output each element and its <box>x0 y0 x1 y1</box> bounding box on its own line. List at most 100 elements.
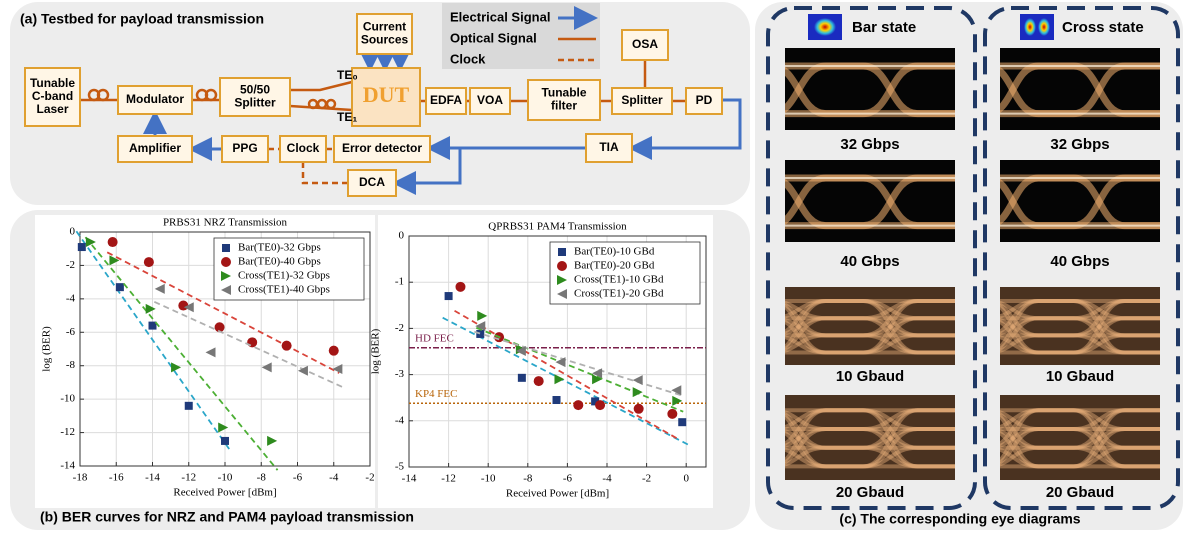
x-axis-label: Received Power [dBm] <box>506 488 609 500</box>
x-tick-label: -8 <box>257 472 267 484</box>
legend-label: Bar(TE0)-40 Gbps <box>238 256 321 268</box>
y-tick-label: -4 <box>66 292 76 304</box>
legend-label: Cross(TE1)-40 Gbps <box>238 284 330 296</box>
data-point <box>108 237 118 247</box>
port-label: TE₀ <box>337 68 358 82</box>
node-label: Clock <box>287 141 320 155</box>
data-point <box>185 402 193 410</box>
x-tick-label: -10 <box>481 473 496 485</box>
column-title: Cross state <box>1062 19 1144 36</box>
reference-label: KP4 FEC <box>415 388 458 400</box>
y-tick-label: -4 <box>395 414 405 426</box>
data-point <box>282 341 292 351</box>
node-label: DCA <box>359 175 385 189</box>
x-tick-label: -2 <box>642 473 651 485</box>
data-point <box>667 409 677 419</box>
node-label: Modulator <box>126 92 184 106</box>
y-tick-label: -12 <box>60 426 75 438</box>
x-tick-label: -2 <box>365 472 374 484</box>
node-label: PD <box>696 93 713 107</box>
data-point <box>247 337 257 347</box>
y-tick-label: -14 <box>60 460 75 472</box>
node-label: Tunable <box>541 86 586 100</box>
y-tick-label: -10 <box>60 393 75 405</box>
eye-diagram <box>714 48 960 130</box>
data-point <box>445 292 453 300</box>
eye-background <box>1000 48 1160 130</box>
legend-label: Bar(TE0)-32 Gbps <box>238 242 321 254</box>
eye-label: 32 Gbps <box>840 136 899 153</box>
data-point <box>78 243 86 251</box>
panel-caption: (b) BER curves for NRZ and PAM4 payload … <box>40 509 414 525</box>
reference-label: HD FEC <box>415 332 454 344</box>
panel-caption: (c) The corresponding eye diagrams <box>839 511 1080 527</box>
data-point <box>553 396 561 404</box>
data-point <box>116 283 124 291</box>
eye-label: 10 Gbaud <box>1046 368 1114 385</box>
chart-title: QPRBS31 PAM4 Transmission <box>488 221 627 233</box>
eye-background <box>785 160 955 242</box>
data-point <box>455 282 465 292</box>
legend-marker <box>221 257 231 267</box>
x-tick-label: -4 <box>602 473 612 485</box>
x-tick-label: 0 <box>683 473 689 485</box>
node-label: PPG <box>232 141 257 155</box>
node-label: Splitter <box>234 96 276 110</box>
legend-label: Electrical Signal <box>450 9 550 24</box>
node-label: Laser <box>36 102 68 116</box>
legend-label: Cross(TE1)-20 GBd <box>574 288 664 300</box>
x-tick-label: -16 <box>109 472 124 484</box>
x-tick-label: -6 <box>293 472 303 484</box>
node-label: EDFA <box>430 93 462 107</box>
eye-diagram <box>714 395 960 480</box>
y-tick-label: -6 <box>66 326 76 338</box>
y-axis-label: log (BER) <box>41 326 53 372</box>
page: (a) Testbed for payload transmission Ele… <box>0 0 1185 533</box>
node-label: C-band <box>32 89 73 103</box>
legend-label: Cross(TE1)-32 Gbps <box>238 270 330 282</box>
eye-label: 20 Gbaud <box>1046 484 1114 501</box>
x-tick-label: -8 <box>523 473 533 485</box>
x-tick-label: -12 <box>181 472 196 484</box>
y-tick-label: 0 <box>399 230 405 242</box>
y-tick-label: -3 <box>395 368 405 380</box>
node-label: Amplifier <box>129 141 181 155</box>
data-point <box>595 400 605 410</box>
eye-label: 40 Gbps <box>1050 253 1109 270</box>
data-point <box>144 257 154 267</box>
y-tick-label: -1 <box>395 276 404 288</box>
chart-title: PRBS31 NRZ Transmission <box>163 217 288 229</box>
eye-label: 20 Gbaud <box>836 484 904 501</box>
x-tick-label: -10 <box>218 472 233 484</box>
node-label: Error detector <box>342 141 422 155</box>
mode-icon <box>1038 18 1050 36</box>
legend-label: Bar(TE0)-20 GBd <box>574 260 655 272</box>
data-point <box>573 400 583 410</box>
data-point <box>476 330 484 338</box>
eye-label: 10 Gbaud <box>836 368 904 385</box>
eye-background <box>785 48 955 130</box>
y-tick-label: -8 <box>66 359 76 371</box>
legend-label: Bar(TE0)-10 GBd <box>574 246 655 258</box>
legend-label: Cross(TE1)-10 GBd <box>574 274 664 286</box>
y-tick-label: -5 <box>395 461 405 473</box>
node-label: Splitter <box>621 93 663 107</box>
data-point <box>221 437 229 445</box>
legend-label: Optical Signal <box>450 30 537 45</box>
node-label: VOA <box>477 93 503 107</box>
port-label: TE₁ <box>337 110 357 124</box>
x-tick-label: -4 <box>329 472 339 484</box>
x-tick-label: -12 <box>441 473 456 485</box>
node-label: 50/50 <box>240 83 270 97</box>
x-tick-label: -14 <box>402 473 417 485</box>
node-label: OSA <box>632 37 658 51</box>
legend-label: Clock <box>450 51 486 66</box>
x-tick-label: -14 <box>145 472 160 484</box>
eye-label: 40 Gbps <box>840 253 899 270</box>
figure: (a) Testbed for payload transmission Ele… <box>0 0 1185 533</box>
eye-label: 32 Gbps <box>1050 136 1109 153</box>
node-label: Sources <box>361 33 409 47</box>
y-tick-label: -2 <box>66 259 75 271</box>
node-label: Tunable <box>30 76 75 90</box>
node-label: Current <box>363 20 406 34</box>
